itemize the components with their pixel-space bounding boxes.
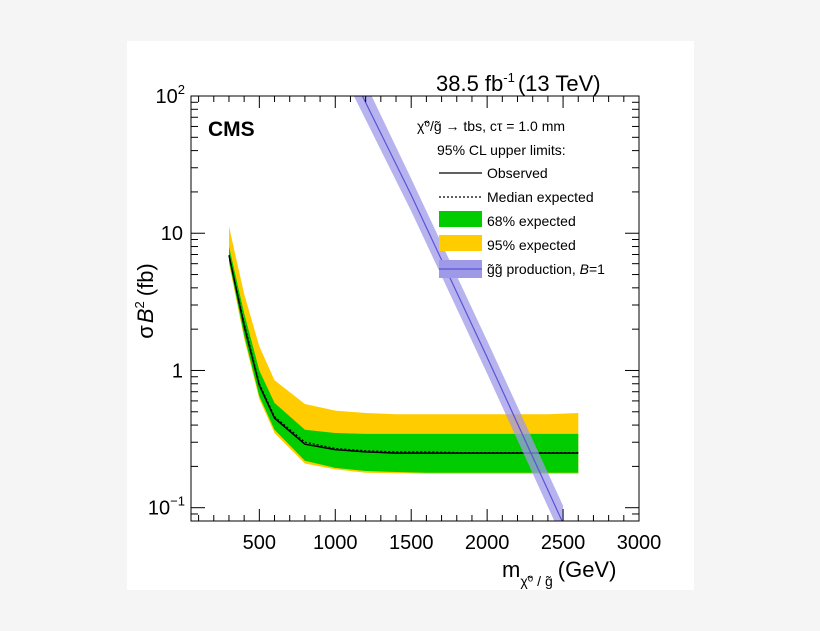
legend-header-1: χ̃⁰/g̃ → tbs, cτ = 1.0 mm [417, 118, 565, 134]
y-tick-label: 1 [172, 360, 183, 382]
x-tick-label: 2000 [465, 532, 510, 554]
plot-frame [190, 95, 640, 522]
experiment-label: CMS [208, 118, 255, 141]
x-axis-title: mχ̃⁰ / g̃ (GeV) [502, 557, 616, 589]
x-tick-label: 3000 [617, 532, 662, 554]
y-tick-label: 10−1 [148, 494, 185, 520]
legend-header-2: 95% CL upper limits: [437, 142, 566, 158]
lumi-label: 38.5 fb-1 (13 TeV) [436, 70, 601, 96]
legend-68-label: 68% expected [487, 213, 576, 229]
y-tick-label: 102 [156, 82, 185, 108]
legend-95-label: 95% expected [487, 237, 576, 253]
chart-svg: 38.5 fb-1 (13 TeV) 500 1000 1500 2000 2500 300… [132, 70, 662, 589]
legend-expected-label: Median expected [487, 189, 594, 205]
x-tick-label: 2500 [541, 532, 586, 554]
x-tick-label: 1000 [313, 532, 358, 554]
band-95-expected [229, 226, 579, 474]
x-tick-label: 1500 [389, 532, 434, 554]
band-68-expected [229, 246, 579, 473]
legend-observed-label: Observed [487, 165, 548, 181]
y-tick-label: 10 [161, 223, 183, 245]
legend-95-swatch [439, 235, 482, 251]
observed-line [228, 255, 579, 454]
legend-68-swatch [439, 211, 482, 227]
theory-band [353, 96, 564, 521]
x-tick-label: 500 [243, 532, 276, 554]
y-axis-title: σB2(fb) [132, 263, 158, 339]
legend-theory-label: g̃g̃ production, B=1 [487, 261, 605, 277]
legend: χ̃⁰/g̃ → tbs, cτ = 1.0 mm 95% CL upper l… [417, 118, 605, 278]
chart-canvas: 38.5 fb-1 (13 TeV) 500 1000 1500 2000 2500 300… [127, 41, 694, 590]
